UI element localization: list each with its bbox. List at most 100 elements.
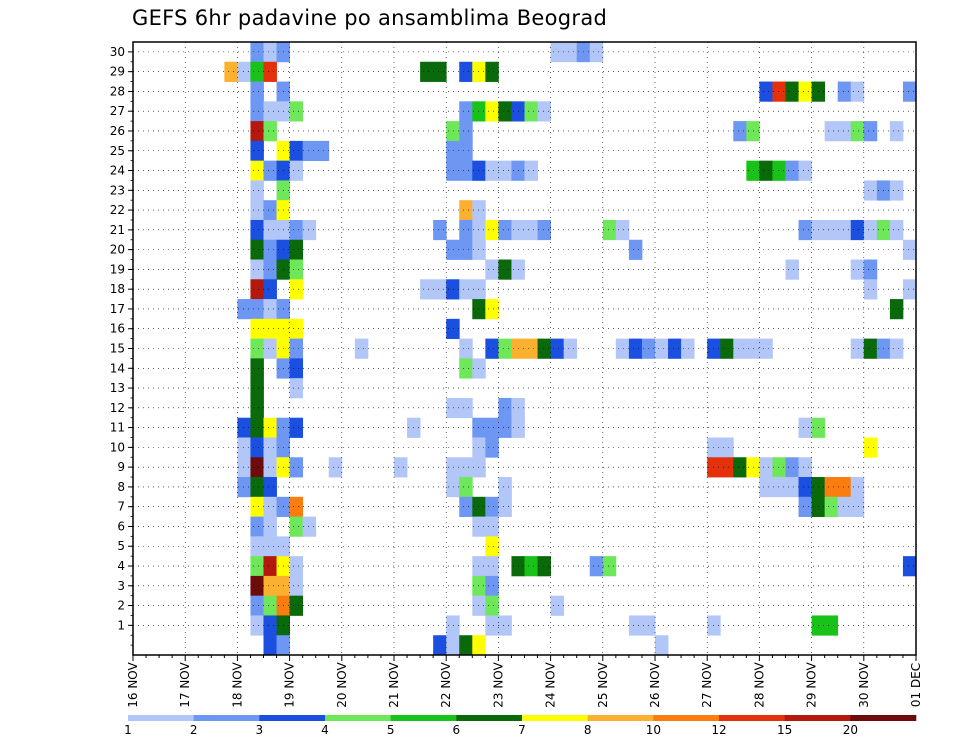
colorbar-label: 5 [387,723,395,737]
x-tick-label: 01 DEC [909,663,923,707]
data-cell [263,239,277,260]
data-cell [550,595,565,616]
data-cell [589,556,604,577]
data-cell [472,556,499,577]
data-cell [850,81,865,102]
data-cell [289,417,304,438]
colorbar-segment [259,715,326,721]
x-tick-label: 23 NOV [491,661,505,707]
data-cell [237,417,251,438]
data-cell [446,457,486,478]
data-cell [250,575,264,597]
data-cell [237,437,251,458]
data-cell [628,338,643,359]
data-cell [446,121,460,142]
x-axis: 16 NOV 17 NOV 18 NOV 19 NOV 20 NOV 21 NOV 22 N… [126,655,923,708]
data-cell [615,338,630,359]
data-cell [537,338,551,359]
data-cell [263,160,277,181]
x-tick-label: 20 NOV [335,661,349,707]
data-cell [720,338,734,359]
data-cell [250,219,264,241]
data-cell [472,101,486,122]
y-tick-label: 14 [110,361,125,375]
data-cell [811,219,839,241]
data-cell [498,477,512,498]
colorbar-label: 10 [646,723,661,737]
y-tick-label: 20 [110,243,125,257]
data-cell [250,536,290,557]
y-tick-label: 15 [110,342,125,356]
data-cell [302,140,330,162]
data-cell [498,496,512,517]
data-cell [289,279,304,300]
data-cell [433,219,447,241]
data-cell [459,635,473,656]
x-tick-label: 24 NOV [544,661,558,707]
data-cell [263,477,277,498]
data-cell [289,496,304,517]
data-cell [459,477,473,498]
data-cell [485,338,499,359]
data-cell [889,299,904,320]
data-cell [863,180,878,201]
colorbar-label: 4 [321,723,329,737]
data-cell [263,575,290,597]
data-cell [602,219,617,241]
data-cell [759,160,773,181]
data-cell [798,457,812,478]
data-cell [798,160,812,181]
data-cell [289,219,304,241]
data-cell [837,121,852,142]
data-cell [655,635,669,656]
data-cell [263,516,277,537]
colorbar-label: 15 [777,723,792,737]
data-cell [250,378,264,399]
data-cell [237,299,264,320]
y-tick-label: 25 [110,144,125,158]
y-tick-label: 30 [110,45,125,59]
data-cell [263,496,277,517]
data-cell [472,358,486,379]
data-cell [563,338,578,359]
data-cell [472,516,499,537]
data-cell [289,318,304,340]
data-cell [250,180,264,201]
data-cell [863,121,878,142]
data-cell [289,457,304,478]
x-tick-label: 29 NOV [805,661,819,707]
data-cell [250,437,264,458]
data-cell [863,219,878,241]
y-tick-label: 26 [110,124,125,138]
data-cell [263,457,277,478]
data-cell [902,279,917,300]
data-cell [472,239,486,260]
data-cell [446,318,460,340]
colorbar-segment [587,715,654,721]
data-cell [250,615,264,636]
x-tick-label: 30 NOV [857,661,871,707]
data-cell [472,437,486,458]
data-cell [446,615,460,636]
data-cell [263,200,277,221]
colorbar-segment [850,715,917,721]
data-cell [276,635,290,656]
data-cell [889,180,904,201]
data-cell [485,299,499,320]
data-cell [263,279,277,300]
y-tick-label: 17 [110,302,125,316]
data-cell [263,635,277,656]
data-cell [472,635,486,656]
data-cell [837,496,865,517]
x-tick-label: 21 NOV [387,661,401,707]
colorbar-segment [456,715,523,721]
data-cell [798,81,812,102]
data-cell [889,121,904,142]
data-cell [250,417,264,438]
colorbar-label: 6 [453,723,461,737]
colorbar-label: 7 [518,723,526,737]
data-cell [472,417,486,438]
data-cell [733,121,747,142]
data-cell [772,160,786,181]
data-cell [302,219,317,241]
